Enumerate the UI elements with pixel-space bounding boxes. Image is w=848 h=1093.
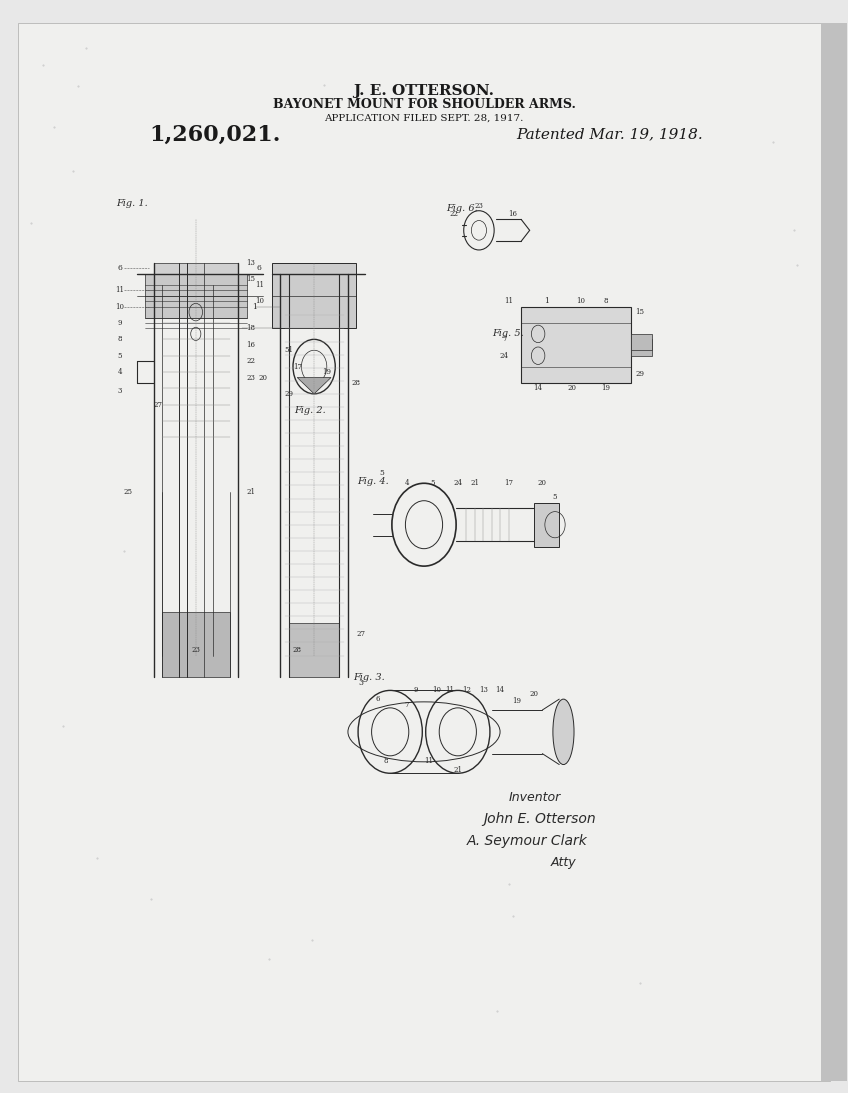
Text: 10: 10 — [115, 303, 124, 310]
Text: 7: 7 — [502, 336, 506, 343]
FancyBboxPatch shape — [19, 23, 829, 1081]
Text: 18: 18 — [246, 325, 255, 332]
Text: 10: 10 — [254, 297, 264, 305]
Text: J. E. OTTERSON.: J. E. OTTERSON. — [354, 84, 494, 97]
Text: 6: 6 — [257, 265, 262, 272]
Text: 3: 3 — [118, 387, 122, 395]
Text: 23: 23 — [475, 202, 483, 210]
Text: 29: 29 — [284, 390, 293, 398]
Bar — [534, 503, 559, 546]
Bar — [145, 274, 247, 318]
Text: 5: 5 — [379, 470, 384, 478]
Text: 14: 14 — [495, 686, 505, 694]
Text: 5: 5 — [430, 479, 435, 487]
Text: 19: 19 — [601, 385, 611, 392]
Text: 8: 8 — [604, 297, 608, 305]
Text: 13: 13 — [246, 259, 255, 267]
Text: 21: 21 — [470, 479, 479, 487]
Text: 1,260,021.: 1,260,021. — [149, 124, 281, 145]
Text: 17: 17 — [293, 363, 302, 371]
Ellipse shape — [553, 700, 574, 764]
Text: Inventor: Inventor — [509, 790, 561, 803]
Text: Fig. 6.: Fig. 6. — [446, 204, 478, 213]
Text: 19: 19 — [512, 697, 522, 705]
Text: 9: 9 — [118, 319, 122, 327]
Text: 15: 15 — [246, 275, 255, 283]
Text: 6: 6 — [376, 695, 380, 703]
Text: 1: 1 — [544, 297, 549, 305]
Text: 20: 20 — [538, 479, 547, 487]
Text: 8: 8 — [118, 336, 122, 343]
Text: 25: 25 — [124, 487, 132, 496]
Text: Fig. 5.: Fig. 5. — [493, 329, 524, 339]
Text: Fig. 4.: Fig. 4. — [357, 477, 389, 485]
Text: 24: 24 — [499, 352, 509, 360]
Text: 24: 24 — [454, 479, 462, 487]
Text: 13: 13 — [479, 686, 488, 694]
Text: 20: 20 — [567, 385, 577, 392]
Text: 11: 11 — [254, 281, 264, 289]
Text: 28: 28 — [293, 646, 302, 654]
Text: 11: 11 — [504, 297, 513, 305]
Text: 11: 11 — [424, 757, 432, 765]
Text: 10: 10 — [576, 297, 585, 305]
Text: 4: 4 — [118, 368, 122, 376]
Text: 11: 11 — [115, 286, 124, 294]
Text: 51: 51 — [284, 346, 293, 354]
Text: 27: 27 — [356, 630, 365, 637]
Bar — [153, 263, 238, 285]
Text: 1: 1 — [253, 303, 258, 310]
Text: 5: 5 — [553, 493, 557, 502]
Bar — [272, 263, 356, 329]
Text: 29: 29 — [635, 371, 644, 378]
Bar — [631, 333, 652, 350]
Text: John E. Otterson: John E. Otterson — [483, 812, 596, 826]
Text: Atty: Atty — [551, 856, 577, 869]
Text: 21: 21 — [246, 487, 255, 496]
Text: 14: 14 — [533, 385, 543, 392]
Text: 20: 20 — [259, 374, 268, 381]
Text: 23: 23 — [192, 646, 200, 654]
Text: Patented Mar. 19, 1918.: Patented Mar. 19, 1918. — [516, 128, 703, 141]
Text: 12: 12 — [462, 686, 471, 694]
Text: 27: 27 — [153, 401, 162, 409]
Polygon shape — [297, 377, 331, 393]
Text: Fig. 3.: Fig. 3. — [353, 673, 385, 682]
Text: 11: 11 — [445, 686, 454, 694]
Bar — [821, 23, 846, 1081]
Text: 22: 22 — [246, 357, 255, 365]
Text: 16: 16 — [246, 341, 255, 349]
Text: 16: 16 — [508, 210, 517, 218]
Text: 5: 5 — [118, 352, 122, 360]
Text: APPLICATION FILED SEPT. 28, 1917.: APPLICATION FILED SEPT. 28, 1917. — [324, 114, 524, 122]
Bar — [522, 307, 631, 383]
Text: 28: 28 — [352, 379, 361, 387]
Text: 10: 10 — [432, 686, 441, 694]
Text: A. Seymour Clark: A. Seymour Clark — [466, 834, 587, 848]
Text: 6: 6 — [117, 265, 122, 272]
Text: Fig. 2.: Fig. 2. — [294, 406, 326, 414]
Text: BAYONET MOUNT FOR SHOULDER ARMS.: BAYONET MOUNT FOR SHOULDER ARMS. — [272, 98, 576, 111]
Text: 9: 9 — [413, 686, 418, 694]
Text: 15: 15 — [635, 308, 644, 316]
Bar — [631, 339, 652, 355]
Bar — [289, 623, 339, 678]
Text: 23: 23 — [246, 374, 255, 381]
Text: 7: 7 — [404, 701, 410, 708]
Text: 21: 21 — [454, 766, 462, 774]
Text: 8: 8 — [383, 757, 388, 765]
Text: 4: 4 — [404, 479, 410, 487]
Text: 19: 19 — [322, 368, 332, 376]
Text: 17: 17 — [504, 479, 513, 487]
Text: 22: 22 — [449, 210, 458, 218]
Text: 20: 20 — [529, 690, 538, 697]
Text: Fig. 1.: Fig. 1. — [116, 199, 148, 208]
Text: 3: 3 — [358, 679, 363, 686]
Bar — [162, 612, 230, 678]
